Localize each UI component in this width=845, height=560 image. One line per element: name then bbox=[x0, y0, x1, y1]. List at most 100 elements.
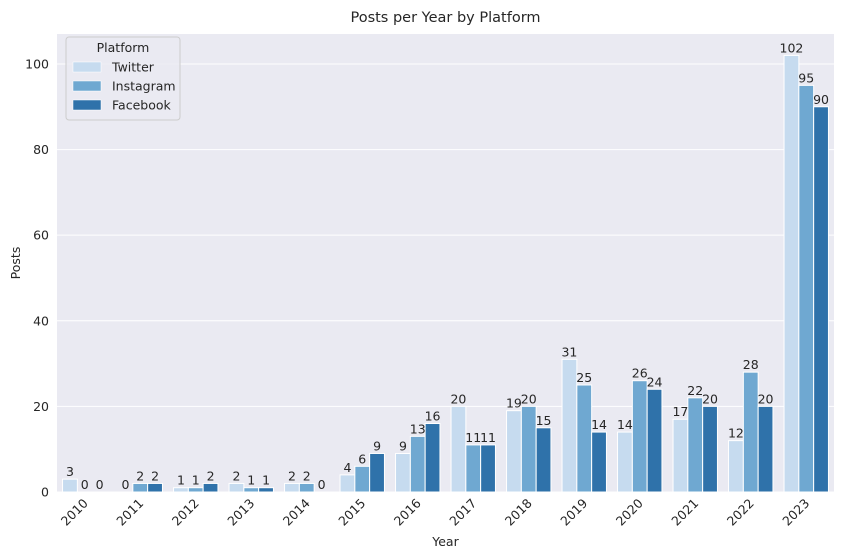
data-label: 4 bbox=[343, 460, 351, 475]
y-axis: 0 20 40 60 80 100 bbox=[25, 56, 49, 499]
data-label: 2 bbox=[232, 468, 240, 483]
data-label: 14 bbox=[591, 417, 607, 432]
data-label: 20 bbox=[450, 391, 466, 406]
bar-facebook-2011 bbox=[147, 482, 163, 493]
data-label: 90 bbox=[813, 92, 829, 107]
legend-label-twitter: Twitter bbox=[111, 60, 155, 75]
y-axis-label: Posts bbox=[8, 247, 23, 280]
x-tick-label: 2020 bbox=[613, 495, 646, 528]
data-label: 9 bbox=[399, 438, 407, 453]
data-label: 0 bbox=[121, 477, 129, 492]
legend-items: Twitter Instagram Facebook bbox=[72, 60, 176, 113]
bar-instagram-2015 bbox=[354, 465, 371, 493]
data-label: 0 bbox=[96, 477, 104, 492]
x-tick-label: 2018 bbox=[502, 495, 535, 528]
bar-facebook-2016 bbox=[424, 423, 441, 493]
y-tick-label: 80 bbox=[33, 142, 49, 157]
chart-title: Posts per Year by Platform bbox=[350, 10, 540, 26]
bar-facebook-2023 bbox=[813, 106, 829, 493]
data-label: 12 bbox=[728, 426, 744, 441]
data-label: 1 bbox=[247, 473, 255, 488]
data-label: 0 bbox=[318, 477, 326, 492]
bar-facebook-2022 bbox=[757, 405, 774, 493]
legend-swatch-facebook bbox=[72, 99, 102, 111]
data-label: 1 bbox=[262, 473, 270, 488]
data-label: 2 bbox=[288, 468, 296, 483]
data-label: 25 bbox=[576, 370, 592, 385]
data-label: 20 bbox=[702, 391, 718, 406]
bar-instagram-2014 bbox=[298, 482, 315, 493]
bar-instagram-2021 bbox=[687, 397, 704, 493]
bar-instagram-2023 bbox=[798, 84, 815, 493]
legend-label-instagram: Instagram bbox=[112, 79, 176, 94]
data-label: 2 bbox=[136, 468, 144, 483]
bar-facebook-2019 bbox=[591, 431, 607, 493]
data-label: 11 bbox=[480, 430, 496, 445]
bars-layer bbox=[62, 54, 829, 493]
bar-twitter-2018 bbox=[506, 410, 522, 493]
bar-facebook-2017 bbox=[480, 444, 496, 493]
data-label: 31 bbox=[561, 344, 577, 359]
bar-facebook-2012 bbox=[202, 482, 219, 493]
bar-facebook-2015 bbox=[369, 452, 385, 493]
bar-instagram-2017 bbox=[465, 444, 482, 493]
legend-box bbox=[65, 36, 181, 121]
data-label: 17 bbox=[672, 404, 688, 419]
data-label: 28 bbox=[743, 357, 759, 372]
bar-twitter-2021 bbox=[672, 418, 689, 493]
data-label: 11 bbox=[465, 430, 481, 445]
data-label: 3 bbox=[66, 464, 74, 479]
bar-instagram-2020 bbox=[631, 380, 648, 493]
y-tick-label: 0 bbox=[41, 485, 49, 500]
data-label: 95 bbox=[798, 70, 814, 85]
bar-twitter-2010 bbox=[62, 478, 78, 493]
bar-instagram-2012 bbox=[187, 487, 204, 493]
data-label: 0 bbox=[81, 477, 89, 492]
bar-instagram-2019 bbox=[576, 384, 593, 493]
data-label: 1 bbox=[192, 473, 200, 488]
data-label: 2 bbox=[303, 468, 311, 483]
legend-title: Platform bbox=[97, 40, 150, 55]
x-tick-label: 2011 bbox=[113, 496, 146, 529]
data-label: 14 bbox=[617, 417, 633, 432]
bar-facebook-2013 bbox=[258, 487, 274, 493]
data-label: 20 bbox=[758, 391, 774, 406]
x-tick-label: 2022 bbox=[724, 496, 757, 529]
bar-instagram-2022 bbox=[742, 371, 759, 493]
x-tick-label: 2015 bbox=[335, 496, 368, 529]
y-tick-label: 40 bbox=[33, 313, 49, 328]
x-tick-label: 2023 bbox=[779, 496, 812, 529]
x-axis-label: Year bbox=[431, 534, 459, 549]
data-label: 19 bbox=[506, 396, 522, 411]
data-label: 24 bbox=[647, 374, 663, 389]
bar-instagram-2013 bbox=[243, 487, 260, 493]
data-label: 9 bbox=[373, 438, 381, 453]
bar-twitter-2014 bbox=[284, 482, 300, 493]
data-label: 20 bbox=[521, 391, 537, 406]
bar-instagram-2018 bbox=[520, 405, 537, 493]
bar-twitter-2013 bbox=[228, 482, 245, 493]
data-label: 13 bbox=[410, 421, 426, 436]
bar-twitter-2017 bbox=[450, 405, 467, 493]
bar-instagram-2011 bbox=[132, 482, 149, 493]
legend: Platform Twitter Instagram Facebook bbox=[65, 36, 181, 121]
y-tick-label: 60 bbox=[33, 228, 49, 243]
legend-swatch-instagram bbox=[72, 80, 102, 92]
bar-twitter-2023 bbox=[783, 54, 800, 493]
x-tick-label: 2019 bbox=[557, 495, 590, 528]
bar-twitter-2015 bbox=[339, 474, 356, 493]
bar-twitter-2022 bbox=[728, 440, 744, 493]
data-label: 6 bbox=[358, 451, 366, 466]
data-label: 102 bbox=[780, 40, 804, 55]
data-label: 1 bbox=[177, 473, 185, 488]
x-tick-label: 2012 bbox=[169, 496, 202, 529]
y-tick-label: 100 bbox=[25, 56, 49, 71]
data-label: 2 bbox=[151, 468, 159, 483]
bar-twitter-2019 bbox=[561, 358, 578, 493]
x-tick-label: 2014 bbox=[280, 495, 313, 528]
x-tick-label: 2010 bbox=[58, 495, 91, 528]
y-tick-label: 20 bbox=[33, 399, 49, 414]
x-tick-label: 2013 bbox=[224, 496, 257, 529]
